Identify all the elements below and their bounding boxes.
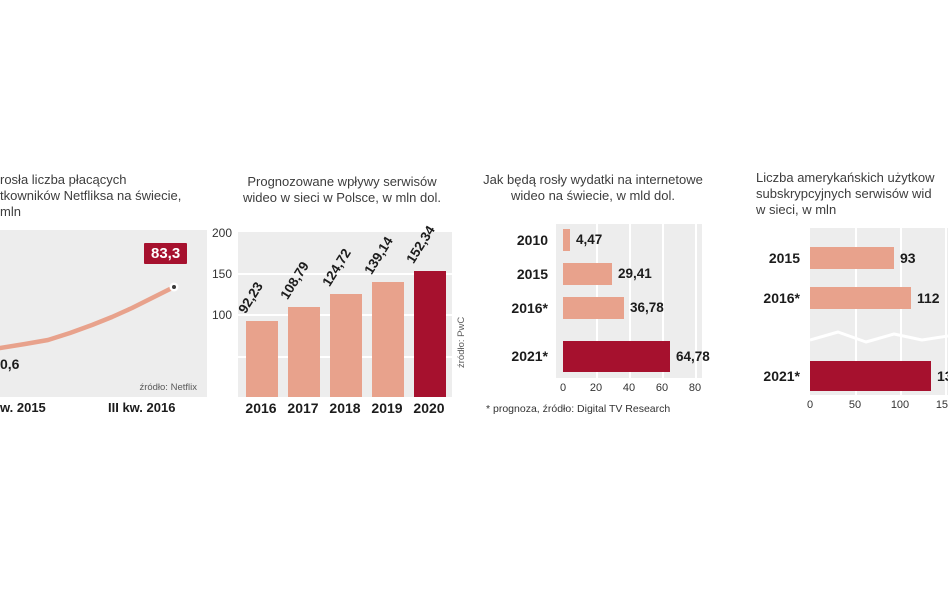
chart3-plot-area: 4,47 29,41 36,78 64,78 <box>556 224 710 378</box>
chart3-cat-2015: 2015 <box>516 266 548 282</box>
hbar-2016 <box>563 297 624 319</box>
chart4-title-line1: Liczba amerykańskich użytkow <box>756 170 935 185</box>
line-end-marker-dot <box>172 285 176 289</box>
hbar-2016-value: 36,78 <box>630 300 664 315</box>
hbar-2010 <box>563 229 570 251</box>
gridline-150 <box>238 273 452 275</box>
gridline-150 <box>945 228 947 395</box>
bar-2017-value: 108,79 <box>277 259 312 302</box>
chart2-xtick-2016: 2016 <box>245 400 277 416</box>
bar-2016: 92,23 <box>235 279 278 397</box>
chart2-xtick-2017: 2017 <box>287 400 319 416</box>
chart3-xtick-60: 60 <box>655 382 669 394</box>
gridline-40 <box>629 224 631 378</box>
chart1-title-line3: mln <box>0 204 21 219</box>
chart2-ytick-100: 100 <box>211 308 232 322</box>
hbar-2010-value: 4,47 <box>576 232 603 247</box>
chart2-ytick-150: 150 <box>211 267 232 281</box>
start-value-label: 0,6 <box>0 356 20 372</box>
hbar-2016 <box>810 287 911 309</box>
end-value-badge: 83,3 <box>144 243 188 264</box>
chart4-plot-area <box>810 228 948 395</box>
chart1-xtick-2015: w. 2015 <box>0 400 46 415</box>
chart4-cat-2015: 2015 <box>768 250 800 266</box>
decorative-wave <box>810 330 948 344</box>
gridline-50 <box>855 228 857 395</box>
bar-2020-highlight: 152,34 <box>403 223 446 397</box>
chart1-plot-area: 83,3 0,6 źródło: Netflix <box>0 230 207 397</box>
chart3-title-line2: wideo na świecie, w mld dol. <box>510 188 676 203</box>
bar-2019: 139,14 <box>361 234 404 397</box>
chart1-title-line2: tkowników Netfliksa na świecie, <box>0 188 182 203</box>
chart1-title-line1: rosła liczba płacących <box>0 172 127 187</box>
chart3-cat-2010: 2010 <box>516 232 548 248</box>
hbar-2021-highlight <box>810 361 931 391</box>
hbar-2016-value: 112 <box>917 290 940 306</box>
hbar-2015 <box>563 263 612 285</box>
gridline-100 <box>900 228 902 395</box>
chart4-xtick-0: 0 <box>806 399 814 411</box>
chart3-xtick-80: 80 <box>688 382 702 394</box>
chart2-plot-area: 92,23 108,79 124,72 139,14 152,34 <box>235 223 452 397</box>
hbar-2015 <box>810 247 894 269</box>
gridline-80 <box>695 224 697 378</box>
hbar-2021-value: 64,78 <box>676 349 710 364</box>
chart4-title-line2: subskrypcyjnych serwisów wid <box>756 186 932 201</box>
chart4-cat-2021: 2021* <box>763 368 800 384</box>
gridline-60 <box>662 224 664 378</box>
chart4-xtick-100: 100 <box>890 399 910 411</box>
bar-2020-value: 152,34 <box>403 223 438 266</box>
chart4-xtick-150: 150 <box>935 399 948 411</box>
chart1-source: źródło: Netflix <box>139 382 197 393</box>
chart3-cat-2021: 2021* <box>511 348 548 364</box>
chart2-title-line2: wideo w sieci w Polsce, w mln dol. <box>243 190 441 205</box>
chart1-xtick-2016: III kw. 2016 <box>108 400 176 415</box>
chart4-xtick-50: 50 <box>848 399 862 411</box>
chart4-title-line3: w sieci, w mln <box>756 202 837 217</box>
chart3-xtick-20: 20 <box>589 382 603 394</box>
chart3-xtick-0: 0 <box>559 382 567 394</box>
bar-2017: 108,79 <box>277 259 320 397</box>
chart2-xtick-2018: 2018 <box>329 400 361 416</box>
chart3-cat-2016: 2016* <box>511 300 548 316</box>
bar-2016-value: 92,23 <box>235 279 266 316</box>
bar-2018-value: 124,72 <box>319 246 354 289</box>
chart2-xtick-2019: 2019 <box>371 400 403 416</box>
chart4-cat-2016: 2016* <box>763 290 800 306</box>
bar-2018: 124,72 <box>319 246 362 397</box>
bar-2019-value: 139,14 <box>361 234 396 277</box>
chart2-xtick-2020: 2020 <box>413 400 445 416</box>
chart3-xtick-40: 40 <box>622 382 636 394</box>
chart2-ytick-200: 200 <box>211 226 232 240</box>
hbar-2021-highlight <box>563 341 670 372</box>
chart3-title-line1: Jak będą rosły wydatki na internetowe <box>483 172 703 187</box>
hbar-2015-value: 29,41 <box>618 266 652 281</box>
hbar-2015-value: 93 <box>900 250 916 266</box>
subscribers-trend-line <box>0 282 179 351</box>
hbar-2021-value: 13 <box>937 368 948 384</box>
chart2-title-line1: Prognozowane wpływy serwisów <box>247 174 437 189</box>
chart3-footnote: * prognoza, źródło: Digital TV Research <box>486 403 671 415</box>
chart2-source: źródło: PwC <box>456 316 467 368</box>
